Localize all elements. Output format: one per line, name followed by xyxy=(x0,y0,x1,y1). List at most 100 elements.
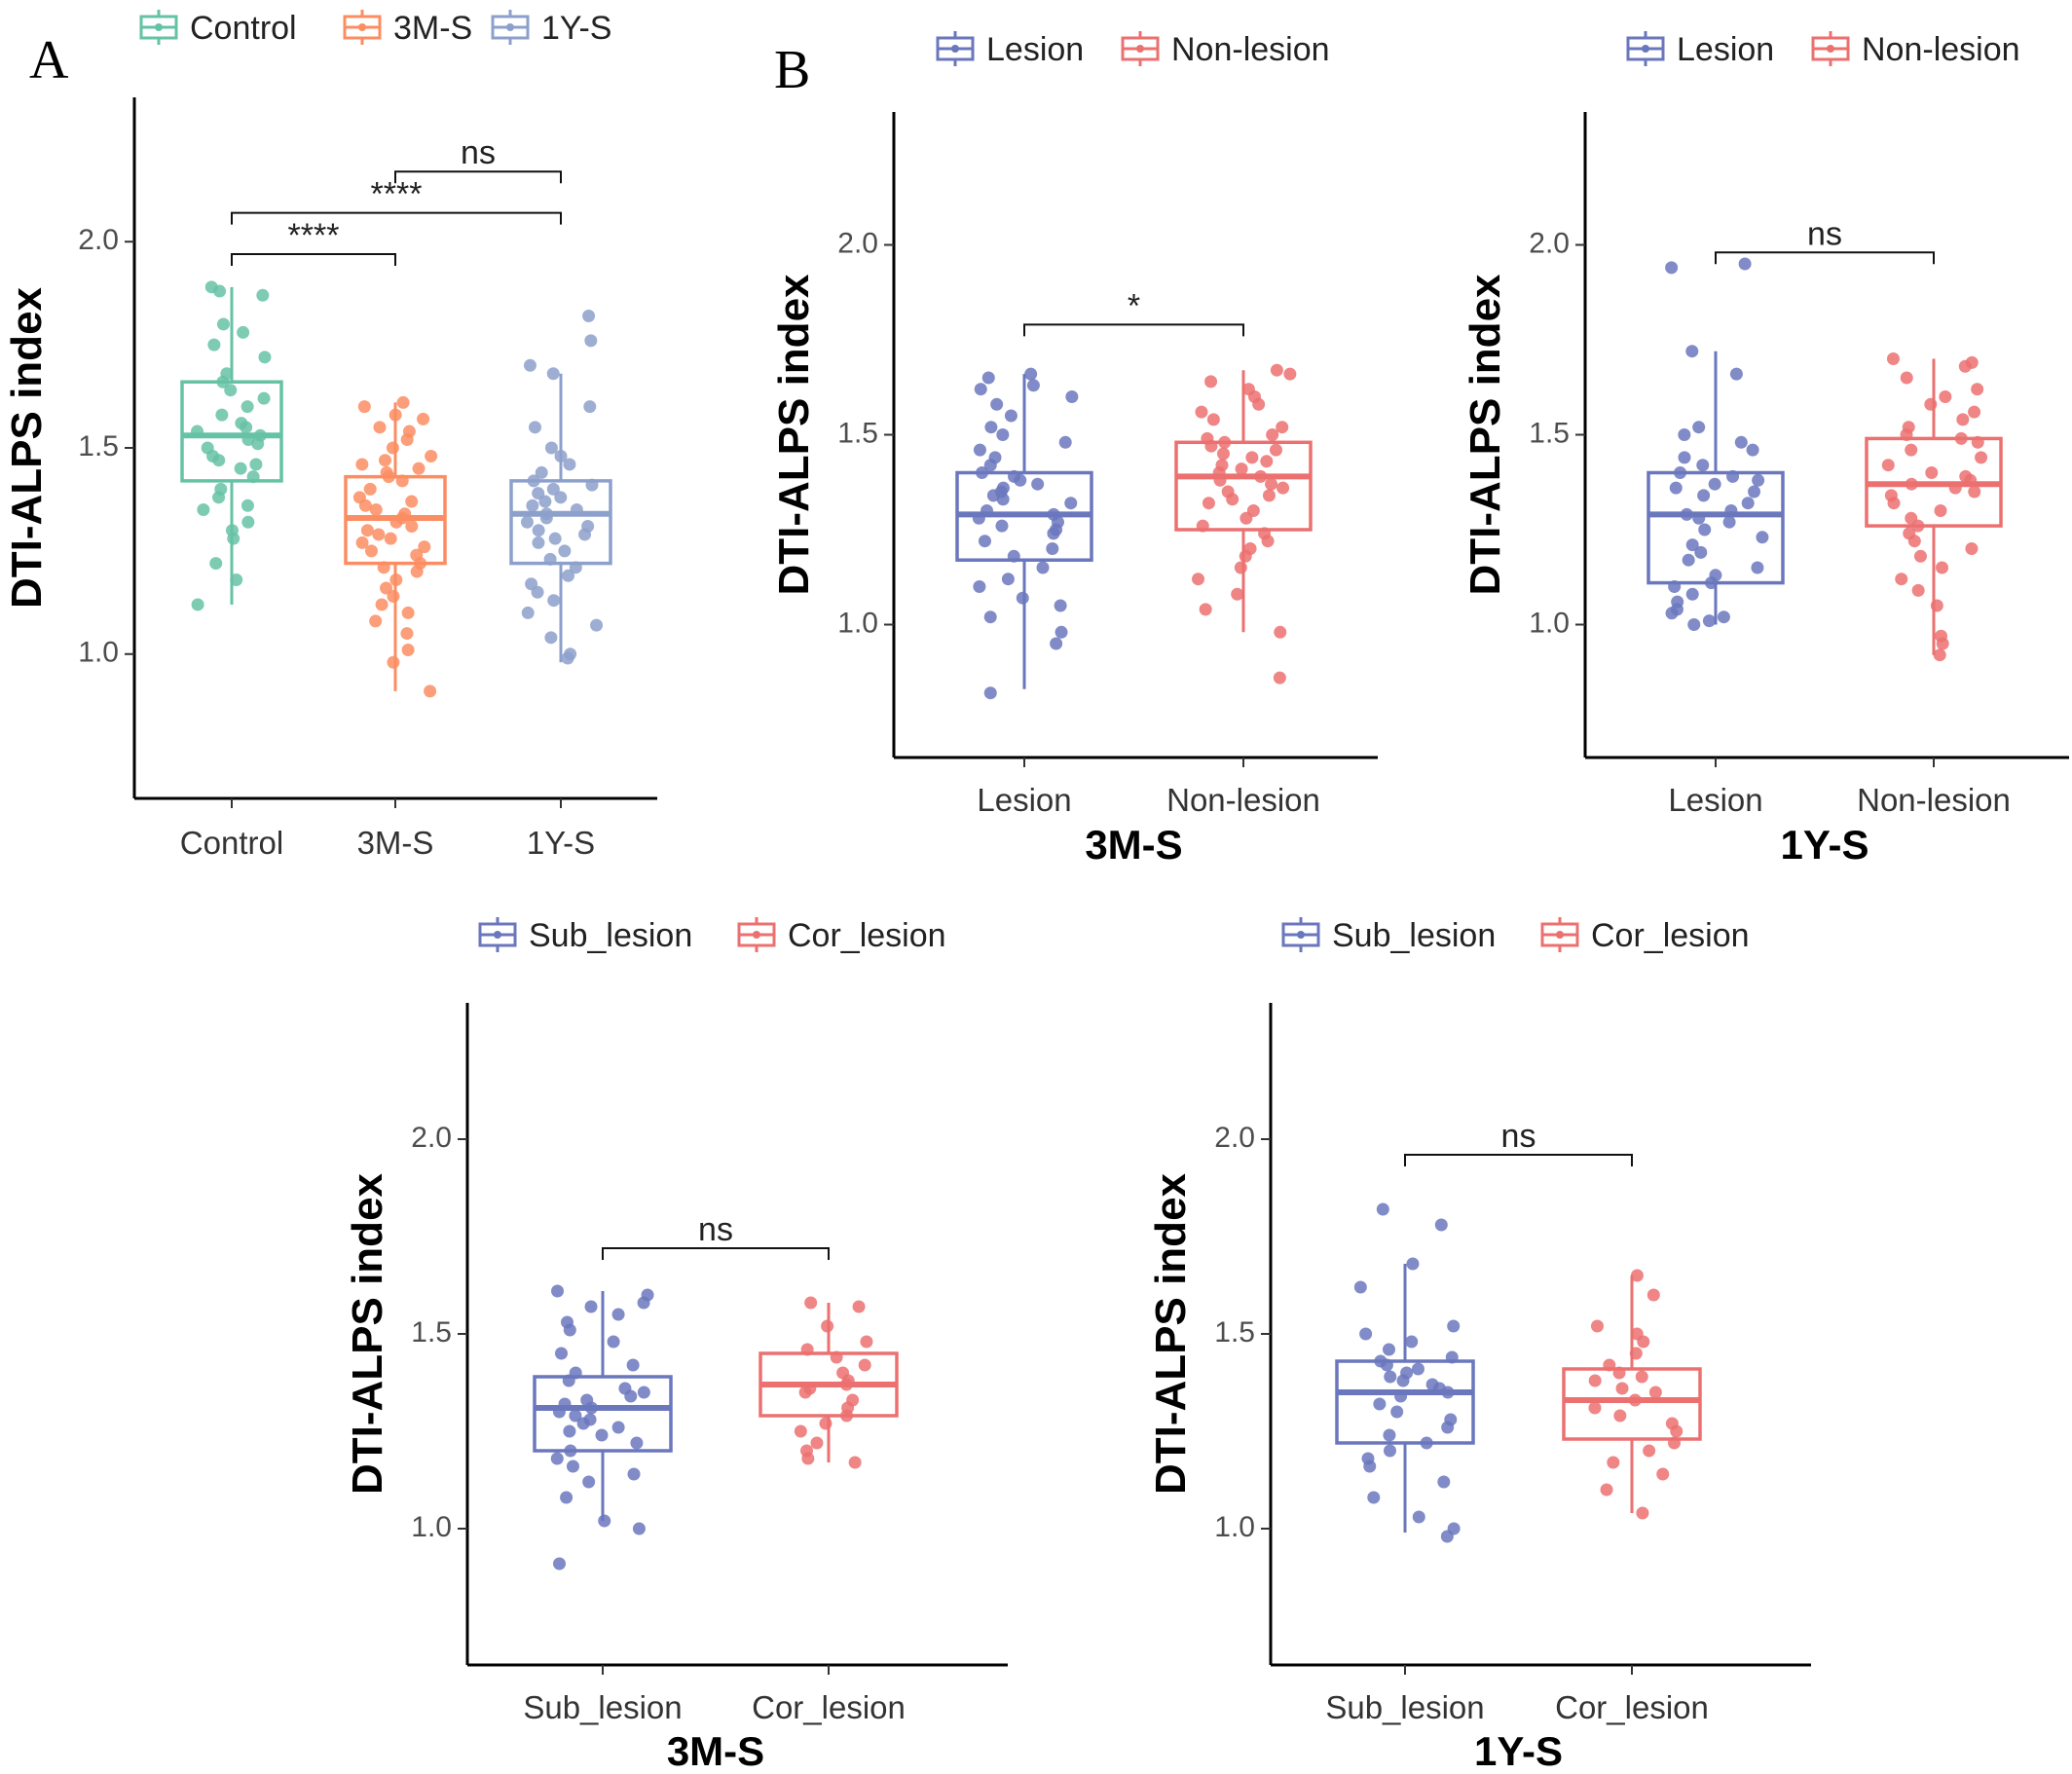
data-point xyxy=(1266,428,1279,441)
x-axis-title: 3M-S xyxy=(667,1728,764,1774)
data-point xyxy=(535,465,548,479)
data-point xyxy=(1231,587,1244,601)
data-point xyxy=(1046,542,1059,555)
y-tick-label: 1.5 xyxy=(78,430,119,462)
data-point xyxy=(1697,489,1711,502)
data-point xyxy=(569,1409,582,1423)
data-point xyxy=(1213,473,1227,487)
data-point xyxy=(1934,504,1947,517)
data-point xyxy=(227,532,240,545)
chart-3m-lesion: 1.0 1.5 2.0 DTI-ALPS index Lesion Non-lesion 3… xyxy=(770,31,1378,868)
data-point xyxy=(544,631,558,645)
x-tick-label: Non-lesion xyxy=(1166,782,1320,818)
data-point xyxy=(584,1300,598,1313)
data-point xyxy=(1752,473,1765,487)
data-point xyxy=(1936,561,1949,574)
data-point xyxy=(1274,625,1287,639)
data-point xyxy=(984,421,998,434)
data-point xyxy=(373,421,387,434)
box-lesion xyxy=(1646,257,1785,631)
data-point xyxy=(418,540,431,554)
data-point xyxy=(1405,1335,1419,1349)
y-axis-title: DTI-ALPS index xyxy=(1462,274,1509,596)
legend-key-dot xyxy=(1297,931,1305,939)
data-point xyxy=(527,474,540,488)
data-point xyxy=(563,458,576,471)
box-non-lesion xyxy=(1174,363,1313,684)
data-point xyxy=(1670,1424,1684,1438)
x-tick-label: Non-lesion xyxy=(1857,782,2011,818)
data-point xyxy=(1630,1269,1644,1282)
data-point xyxy=(1004,409,1018,423)
data-point xyxy=(523,358,536,372)
data-point xyxy=(237,325,250,339)
data-point xyxy=(1678,428,1691,441)
data-point xyxy=(1024,367,1038,381)
data-point xyxy=(1615,1382,1629,1395)
significance-label: **** xyxy=(371,176,423,213)
data-point xyxy=(389,573,403,587)
legend-label: Non-lesion xyxy=(1171,31,1330,68)
data-point xyxy=(215,408,229,422)
data-point xyxy=(973,443,986,457)
data-point xyxy=(1273,671,1286,684)
data-point xyxy=(1930,599,1943,612)
data-point xyxy=(212,454,226,467)
data-point xyxy=(611,1308,625,1321)
significance-label: ns xyxy=(698,1211,733,1248)
data-point xyxy=(1629,1347,1643,1360)
data-point xyxy=(986,489,1000,502)
data-point xyxy=(369,503,383,517)
data-point xyxy=(425,449,438,462)
legend-label: 3M-S xyxy=(393,10,472,47)
data-point xyxy=(388,408,402,422)
data-point xyxy=(1722,515,1736,529)
data-point xyxy=(363,482,377,496)
data-point xyxy=(532,487,545,500)
data-point xyxy=(216,317,230,331)
data-point xyxy=(852,1300,866,1313)
data-point xyxy=(1887,497,1901,510)
x-tick-label: 1Y-S xyxy=(527,825,595,861)
legend-key-dot xyxy=(753,931,760,939)
data-point xyxy=(1665,261,1679,275)
y-tick-label: 1.5 xyxy=(837,417,878,449)
data-point xyxy=(401,644,415,657)
data-point xyxy=(860,1335,873,1349)
data-point xyxy=(1588,1401,1602,1415)
data-point xyxy=(1218,435,1232,449)
data-point xyxy=(546,482,560,496)
data-point xyxy=(382,470,395,484)
chart-3m-sub-cor: 1.0 1.5 2.0 DTI-ALPS index Sub_lesion Cor_les… xyxy=(344,917,1008,1774)
data-point xyxy=(576,1417,590,1430)
data-point xyxy=(204,280,218,294)
significance-bracket xyxy=(1404,1154,1633,1166)
data-point xyxy=(241,515,255,529)
data-point xyxy=(377,561,390,574)
legend-key-dot xyxy=(358,23,366,31)
y-axis-title: DTI-ALPS index xyxy=(770,274,818,596)
legend-item: 1Y-S xyxy=(491,10,611,47)
chart-1y-lesion: 1.0 1.5 2.0 DTI-ALPS index Lesion Non-lesion 1… xyxy=(1462,31,2069,868)
data-point xyxy=(209,557,223,571)
data-point xyxy=(1971,383,1984,396)
data-point xyxy=(246,470,260,484)
legend-item: Non-lesion xyxy=(1121,31,1330,68)
data-point xyxy=(1437,1475,1451,1489)
data-point xyxy=(1373,1397,1387,1411)
data-point xyxy=(1383,1428,1396,1442)
data-point xyxy=(234,462,247,475)
data-point xyxy=(630,1436,644,1450)
data-point xyxy=(387,655,400,669)
data-point xyxy=(1895,573,1908,586)
data-point xyxy=(1254,469,1268,483)
data-point xyxy=(1283,367,1297,381)
data-point xyxy=(1613,1409,1627,1423)
data-point xyxy=(554,1347,568,1360)
data-point xyxy=(1975,451,1988,464)
data-point xyxy=(978,535,991,548)
significance-bracket xyxy=(394,170,562,184)
data-point xyxy=(1367,1491,1381,1504)
data-point xyxy=(972,511,985,525)
data-point xyxy=(1924,397,1938,411)
